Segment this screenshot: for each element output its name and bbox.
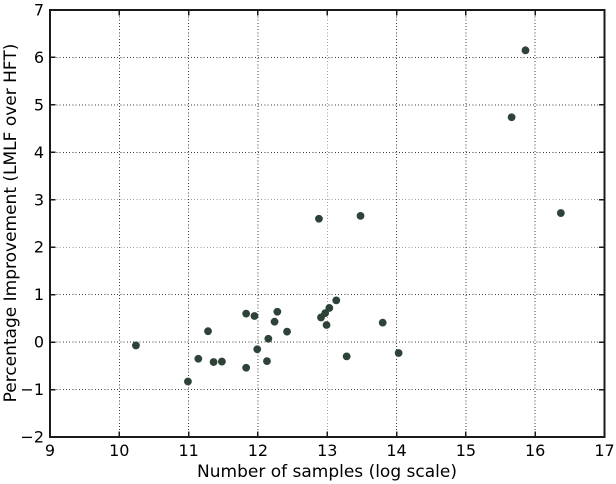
data-point <box>242 309 251 318</box>
y-tick-label: 0 <box>34 333 44 352</box>
data-point <box>184 377 192 386</box>
data-point <box>507 113 516 122</box>
y-tick-label: 6 <box>34 48 44 67</box>
data-point <box>273 307 282 316</box>
x-tick-label: 14 <box>386 441 406 460</box>
data-point <box>194 354 203 363</box>
data-point <box>556 209 565 217</box>
data-point <box>217 357 226 366</box>
grid-layer <box>50 10 605 437</box>
data-point <box>209 358 218 366</box>
data-point <box>521 46 530 55</box>
y-tick-label: −1 <box>20 380 44 399</box>
data-point <box>378 318 387 327</box>
data-point <box>342 352 351 361</box>
data-point <box>283 327 291 336</box>
x-tick-label: 12 <box>248 441 268 460</box>
y-tick-label: 7 <box>34 1 44 20</box>
x-tick-label: 13 <box>317 441 337 460</box>
data-point <box>253 345 262 354</box>
data-point <box>332 296 341 305</box>
x-tick-label: 11 <box>178 441 198 460</box>
data-point <box>315 214 323 223</box>
x-tick-label: 16 <box>525 441 545 460</box>
data-point <box>356 212 365 220</box>
data-points <box>132 46 565 386</box>
data-point <box>242 363 251 372</box>
y-tick-label: 5 <box>34 95 44 114</box>
y-tick-label: 1 <box>34 285 44 304</box>
y-tick-label: 4 <box>34 143 44 162</box>
y-tick-label: −2 <box>20 428 44 447</box>
tick-marks <box>49 9 606 438</box>
data-point <box>321 309 330 318</box>
data-point <box>264 334 273 343</box>
data-point <box>132 341 140 350</box>
data-point <box>204 327 212 336</box>
data-point <box>394 349 403 357</box>
x-tick-label: 9 <box>45 441 55 460</box>
y-tick-label: 3 <box>34 190 44 209</box>
y-tick-label: 2 <box>34 238 44 257</box>
y-axis-label: Percentage Improvement (LMLF over HFT) <box>1 44 21 403</box>
data-point <box>263 357 271 365</box>
data-point <box>250 312 259 320</box>
x-tick-label: 15 <box>456 441 476 460</box>
data-point <box>325 304 334 312</box>
data-point <box>322 321 331 329</box>
x-tick-label: 10 <box>109 441 129 460</box>
data-point <box>270 317 279 326</box>
x-tick-label: 17 <box>594 441 614 460</box>
x-axis-label: Number of samples (log scale) <box>197 462 457 482</box>
